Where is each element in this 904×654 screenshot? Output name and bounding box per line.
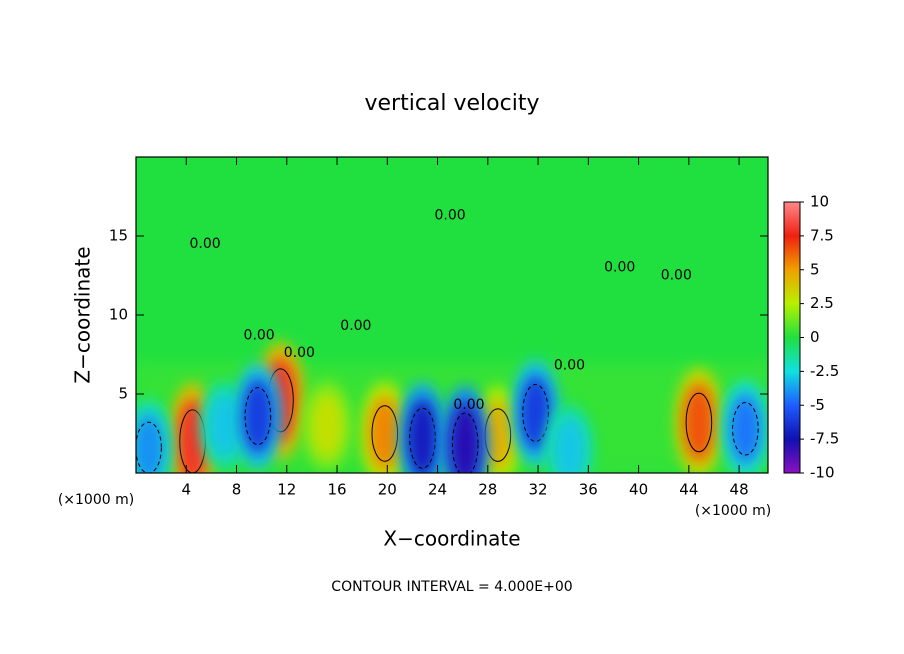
- contour-label: 0.00: [284, 345, 315, 361]
- y-tick-label: 5: [118, 385, 128, 403]
- footer: CONTOUR INTERVAL = 4.000E+00: [331, 579, 572, 595]
- peak-core: [729, 393, 762, 464]
- peak-core: [310, 393, 343, 458]
- x-unit: (×1000 m): [695, 503, 771, 519]
- x-tick-label: 20: [378, 481, 397, 499]
- contour-line: [451, 412, 479, 473]
- colorbar-tick-label: -7.5: [810, 430, 839, 448]
- colorbar-tick-label: 5: [810, 260, 820, 278]
- peak-core: [406, 398, 439, 473]
- x-tick-label: 32: [529, 481, 548, 499]
- contour-line: [136, 421, 162, 473]
- contour-label: 0.00: [554, 358, 585, 374]
- field: 0.00 0.00 0.00 0.00 0.00 0.00 0.00 0.00 0.00: [136, 157, 768, 473]
- peak-core: [136, 413, 165, 473]
- y-tick-label: 10: [109, 306, 128, 324]
- colorbar-tick-label: 10: [810, 193, 829, 211]
- x-tick-label: 40: [629, 481, 648, 499]
- peak-core: [553, 417, 586, 473]
- contour-line: [685, 392, 713, 453]
- x-tick-label: 16: [327, 481, 346, 499]
- colorbar-tick-label: 2.5: [810, 294, 834, 312]
- colorbar-tick-label: -2.5: [810, 362, 839, 380]
- chart-title: vertical velocity: [364, 91, 539, 116]
- y-axis-label: Z−coordinate: [71, 246, 95, 383]
- peak: [360, 381, 409, 473]
- peak-core: [207, 393, 240, 458]
- peak-core: [368, 396, 401, 471]
- x-tick-label: 48: [730, 481, 749, 499]
- contour-line: [522, 383, 549, 442]
- x-tick-label: 24: [428, 481, 447, 499]
- contour-line: [371, 405, 399, 462]
- contour-label: 0.00: [435, 207, 466, 223]
- peak-core: [519, 374, 552, 451]
- x-tick-label: 36: [579, 481, 598, 499]
- peak-core: [241, 378, 274, 455]
- peak-core: [449, 402, 482, 473]
- colorbar-tick-label: -5: [810, 396, 825, 414]
- peak: [136, 400, 173, 473]
- peak: [302, 380, 351, 471]
- colorbar-tick-label: 0: [810, 328, 820, 346]
- peak: [441, 385, 490, 473]
- contour-label: 0.00: [661, 268, 692, 284]
- colorbar: [783, 201, 801, 474]
- contour-line: [409, 407, 436, 469]
- x-tick-label: 44: [679, 481, 698, 499]
- contour-label: 0.00: [340, 318, 371, 334]
- x-tick-label: 8: [232, 481, 242, 499]
- x-axis-label: X−coordinate: [383, 527, 520, 551]
- contour-label: 0.00: [244, 328, 275, 344]
- peak: [674, 367, 723, 473]
- peak: [398, 382, 447, 473]
- x-tick-label: 4: [181, 481, 191, 499]
- peak-core: [682, 383, 715, 462]
- x-tick-label: 12: [277, 481, 296, 499]
- contour-label: 0.00: [604, 260, 635, 276]
- peak: [545, 404, 594, 473]
- colorbar-tick-label: 7.5: [810, 226, 834, 244]
- colorbar-tick-label: -10: [810, 464, 835, 482]
- contour-label: 0.00: [453, 397, 484, 413]
- y-tick-label: 15: [109, 227, 128, 245]
- contour-label: 0.00: [190, 236, 221, 252]
- x-tick-label: 28: [478, 481, 497, 499]
- contour-line: [732, 402, 759, 456]
- peak-core: [481, 400, 514, 471]
- peak: [721, 379, 768, 473]
- contour-line: [244, 387, 272, 446]
- x-unit: (×1000 m): [58, 492, 134, 508]
- peak: [233, 362, 282, 470]
